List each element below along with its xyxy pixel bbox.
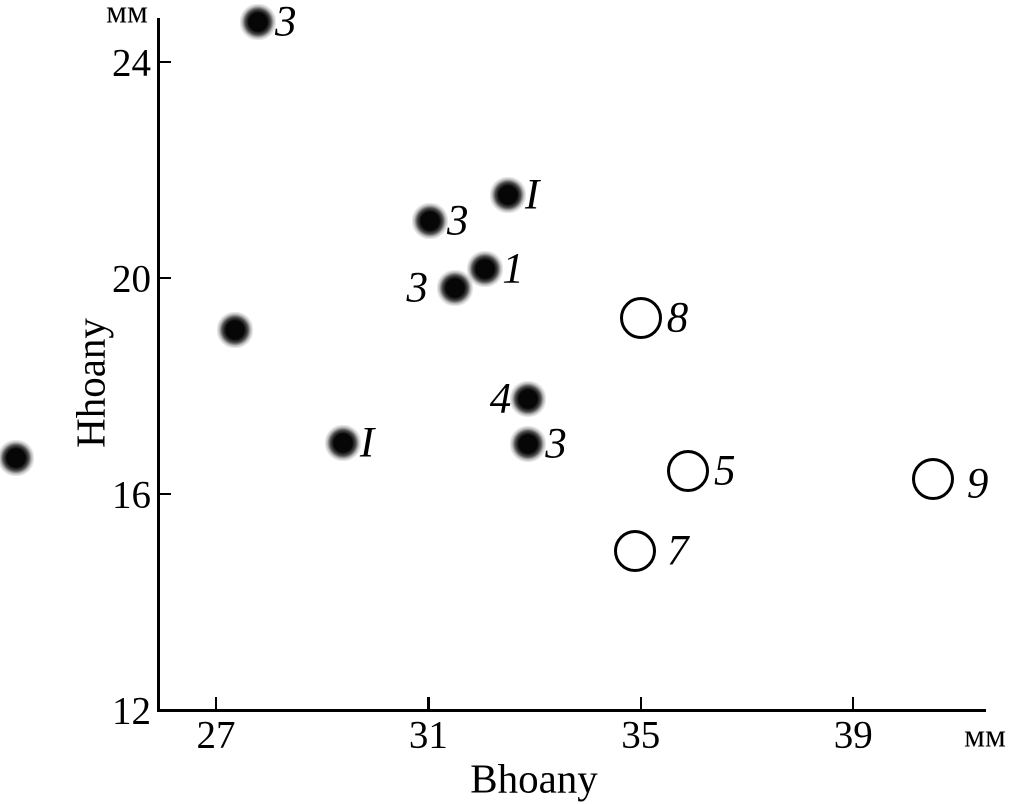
x-axis-tick-label: 39 xyxy=(833,713,873,757)
point-label: 3 xyxy=(274,0,297,46)
point-label: 3 xyxy=(446,197,469,245)
point-label: 9 xyxy=(966,460,989,508)
point-label: 4 xyxy=(489,375,512,423)
y-axis-tick xyxy=(158,492,171,496)
scatter-point-filled-dot xyxy=(411,202,448,239)
scatter-point-open-circle xyxy=(667,449,710,492)
x-axis-unit-label: мм xyxy=(964,718,1006,755)
y-axis-tick-label: 16 xyxy=(112,473,151,517)
scatter-point-filled-dot xyxy=(436,270,473,307)
scatter-point-filled-dot xyxy=(217,311,254,348)
scatter-point-open-circle xyxy=(619,296,662,339)
x-axis-tick xyxy=(639,697,643,710)
point-label: 5 xyxy=(714,447,736,495)
scatter-point-open-circle xyxy=(613,530,656,573)
x-axis-tick-label: 31 xyxy=(408,713,448,757)
scatter-point-open-circle xyxy=(911,457,954,500)
x-axis-title: Bhoany xyxy=(470,755,598,802)
y-axis-tick xyxy=(158,60,171,64)
x-axis-tick-label: 27 xyxy=(196,713,236,757)
scatter-point-filled-dot xyxy=(324,425,361,462)
scatter-point-filled-dot xyxy=(0,439,34,476)
scatter-point-filled-dot xyxy=(467,250,504,287)
point-label: I xyxy=(359,419,375,467)
point-label: I xyxy=(525,171,540,219)
x-axis-tick xyxy=(214,697,218,710)
scatter-point-filled-dot xyxy=(510,380,547,417)
scatter-point-filled-dot xyxy=(510,425,547,462)
x-axis-tick xyxy=(427,697,430,710)
point-label: 3 xyxy=(545,420,567,468)
y-axis-tick-label: 20 xyxy=(112,257,151,301)
x-axis-tick-label: 35 xyxy=(621,713,661,757)
point-label: 7 xyxy=(666,527,689,575)
y-axis-tick xyxy=(158,276,171,280)
scatter-point-filled-dot xyxy=(490,176,527,213)
point-label: 3 xyxy=(406,264,428,312)
y-axis-tick-label: 12 xyxy=(112,689,151,733)
point-label: 1 xyxy=(502,245,524,293)
y-axis-unit-label: мм xyxy=(106,0,148,31)
y-axis-title: Hhoany xyxy=(67,318,114,448)
y-axis-tick xyxy=(158,708,171,712)
x-axis-line xyxy=(157,709,986,712)
y-axis-line xyxy=(157,18,160,711)
point-label: 8 xyxy=(666,294,689,342)
x-axis-tick xyxy=(851,697,855,710)
y-axis-tick-label: 24 xyxy=(112,41,151,85)
scatter-point-filled-dot xyxy=(239,4,276,41)
